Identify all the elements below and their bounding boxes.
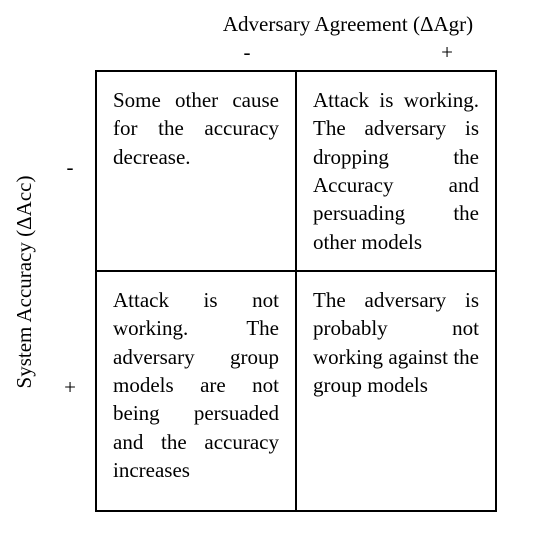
top-axis-title: Adversary Agreement (ΔAgr): [148, 12, 548, 37]
outcome-grid: Some other cause for the accuracy decrea…: [95, 70, 497, 512]
row-label-negative: -: [60, 70, 80, 264]
col-label-positive: +: [347, 40, 547, 65]
row-labels: - +: [60, 70, 80, 510]
cell-negacc-negagr: Some other cause for the accuracy decrea…: [96, 71, 296, 271]
cell-posacc-negagr: Attack is not working. The adversary gro…: [96, 271, 296, 511]
column-labels: - +: [147, 40, 547, 65]
cell-negacc-posagr: Attack is working. The adversary is drop…: [296, 71, 496, 271]
matrix-figure: Adversary Agreement (ΔAgr) - + System Ac…: [0, 12, 560, 532]
table-row: Attack is not working. The adversary gro…: [96, 271, 496, 511]
left-axis-title: System Accuracy (ΔAcc): [12, 62, 37, 502]
table-row: Some other cause for the accuracy decrea…: [96, 71, 496, 271]
col-label-negative: -: [147, 40, 347, 65]
cell-posacc-posagr: The adversary is probably not working ag…: [296, 271, 496, 511]
row-label-positive: +: [60, 264, 80, 510]
